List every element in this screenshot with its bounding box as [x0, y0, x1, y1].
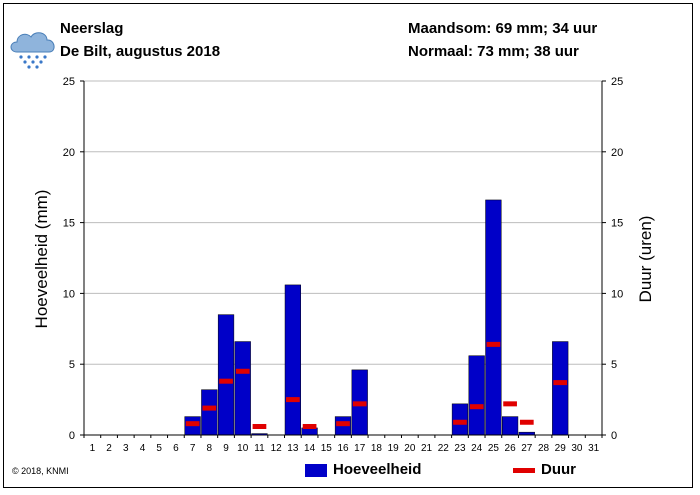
- duration-marker-day-11: [252, 424, 267, 430]
- y-tick-label-right: 10: [611, 288, 623, 300]
- normal-sum: Normaal: 73 mm; 38 uur: [408, 43, 579, 60]
- chart-subtitle: De Bilt, augustus 2018: [60, 43, 221, 60]
- legend-swatch-hoeveelheid: [305, 464, 327, 477]
- y-tick-label-left: 5: [69, 359, 75, 371]
- duration-marker-day-17: [352, 401, 367, 407]
- y-tick-label-right: 15: [611, 218, 623, 230]
- legend-swatch-duur: [513, 468, 535, 473]
- bars: [184, 199, 569, 436]
- x-tick-label-14: 14: [304, 443, 316, 454]
- legend-label-duur: Duur: [541, 461, 576, 478]
- bar-day-13: [284, 284, 301, 436]
- x-tick-label-2: 2: [106, 443, 112, 454]
- x-tick-label-29: 29: [555, 443, 567, 454]
- bar-day-10: [234, 341, 251, 436]
- x-tick-label-4: 4: [140, 443, 146, 454]
- x-tick-label-10: 10: [237, 443, 249, 454]
- x-tick-label-22: 22: [438, 443, 450, 454]
- legend-label-hoeveelheid: Hoeveelheid: [333, 461, 422, 478]
- y-tick-label-right: 20: [611, 147, 623, 159]
- bar-day-24: [468, 355, 485, 436]
- chart-frame: [3, 3, 693, 488]
- x-tick-label-6: 6: [173, 443, 179, 454]
- duration-marker-day-9: [219, 378, 233, 384]
- x-tick-label-13: 13: [287, 443, 299, 454]
- x-tick-label-23: 23: [454, 443, 466, 454]
- y-tick-label-right: 25: [611, 76, 623, 88]
- month-sum: Maandsom: 69 mm; 34 uur: [408, 20, 598, 37]
- y-tick-label-left: 20: [63, 147, 75, 159]
- y-tick-label-left: 25: [63, 76, 75, 88]
- x-tick-label-17: 17: [354, 443, 366, 454]
- copyright: © 2018, KNMI: [12, 466, 69, 476]
- duration-marker-day-13: [286, 397, 300, 403]
- y-tick-label-left: 15: [63, 218, 75, 230]
- x-tick-label-9: 9: [223, 443, 229, 454]
- duration-marker-day-16: [336, 421, 350, 427]
- duration-marker-day-23: [453, 419, 467, 425]
- grid-lines: [84, 80, 602, 365]
- x-tick-label-18: 18: [371, 443, 383, 454]
- x-tick-label-15: 15: [321, 443, 333, 454]
- duration-marker-day-27: [519, 419, 534, 425]
- bar-day-9: [217, 314, 235, 436]
- duration-marker-day-24: [469, 404, 484, 410]
- duration-markers: [185, 341, 568, 430]
- x-tick-label-28: 28: [538, 443, 550, 454]
- x-tick-label-16: 16: [337, 443, 349, 454]
- y-tick-label-left: 10: [63, 288, 75, 300]
- y-tick-label-right: 5: [611, 359, 617, 371]
- bar-day-8: [201, 389, 218, 436]
- x-tick-label-27: 27: [521, 443, 533, 454]
- duration-marker-day-10: [235, 368, 250, 374]
- x-tick-label-21: 21: [421, 443, 433, 454]
- axes: [80, 80, 606, 438]
- x-tick-label-26: 26: [505, 443, 517, 454]
- duration-marker-day-7: [185, 421, 200, 427]
- duration-marker-day-14: [302, 424, 317, 430]
- x-tick-label-19: 19: [388, 443, 400, 454]
- y-tick-label-right: 0: [611, 430, 617, 442]
- x-tick-label-20: 20: [404, 443, 416, 454]
- x-tick-label-3: 3: [123, 443, 129, 454]
- x-tick-label-31: 31: [588, 443, 600, 454]
- bar-day-26: [501, 416, 519, 436]
- x-tick-label-8: 8: [207, 443, 213, 454]
- duration-marker-day-25: [486, 341, 501, 347]
- bar-day-25: [485, 199, 502, 436]
- bar-day-23: [451, 403, 469, 436]
- rain-cloud-icon: [10, 32, 55, 69]
- bar-day-29: [552, 341, 569, 436]
- x-tick-label-30: 30: [571, 443, 583, 454]
- x-tick-label-1: 1: [90, 443, 96, 454]
- duration-marker-day-26: [503, 401, 517, 407]
- y-tick-label-left: 0: [69, 430, 75, 442]
- x-tick-label-5: 5: [156, 443, 162, 454]
- x-tick-label-7: 7: [190, 443, 196, 454]
- x-tick-label-25: 25: [488, 443, 500, 454]
- chart-title: Neerslag: [60, 20, 124, 37]
- x-tick-label-11: 11: [254, 443, 265, 454]
- x-tick-label-24: 24: [471, 443, 483, 454]
- duration-marker-day-29: [553, 380, 568, 386]
- duration-marker-day-8: [202, 405, 217, 411]
- x-tick-label-12: 12: [271, 443, 283, 454]
